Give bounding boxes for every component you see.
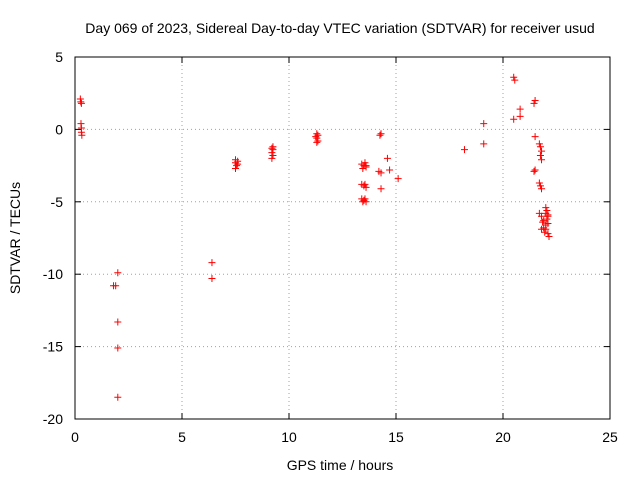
data-point xyxy=(530,167,538,175)
axis-ticks xyxy=(74,56,611,420)
chart-title: Day 069 of 2023, Sidereal Day-to-day VTE… xyxy=(85,20,594,36)
x-tick-label: 15 xyxy=(388,429,404,445)
data-point xyxy=(531,166,539,174)
x-tick-labels: 0 5 10 15 20 25 xyxy=(71,429,618,445)
data-point xyxy=(377,185,385,193)
y-tick-label: -10 xyxy=(43,266,63,282)
data-point xyxy=(541,228,549,236)
data-point xyxy=(536,143,544,151)
data-point xyxy=(538,156,546,164)
data-point xyxy=(538,212,546,220)
data-point xyxy=(531,96,539,104)
data-point xyxy=(535,140,543,148)
data-point xyxy=(516,112,524,120)
data-point xyxy=(535,179,543,187)
x-tick-label: 10 xyxy=(281,429,297,445)
data-point xyxy=(268,154,276,162)
data-point xyxy=(208,275,216,283)
grid xyxy=(75,57,610,419)
data-point xyxy=(77,98,85,106)
data-point xyxy=(480,140,488,148)
data-point xyxy=(536,182,544,190)
data-point xyxy=(543,206,551,214)
y-tick-label: 0 xyxy=(55,121,63,137)
data-point xyxy=(386,166,394,174)
data-point xyxy=(362,183,370,191)
data-point xyxy=(78,131,86,139)
data-point xyxy=(313,138,321,146)
data-point xyxy=(114,393,122,401)
x-tick-label: 20 xyxy=(495,429,511,445)
data-point xyxy=(114,269,122,277)
data-point xyxy=(539,218,547,226)
data-point xyxy=(359,164,367,172)
y-tick-label: -5 xyxy=(51,194,64,210)
x-tick-label: 5 xyxy=(178,429,186,445)
y-tick-label: -15 xyxy=(43,339,63,355)
x-axis-label: GPS time / hours xyxy=(287,457,394,473)
plot-frame xyxy=(74,56,611,420)
data-point xyxy=(362,163,370,171)
data-point xyxy=(545,233,553,241)
data-point xyxy=(516,105,524,113)
data-point xyxy=(540,224,548,232)
x-tick-label: 0 xyxy=(71,429,79,445)
data-point xyxy=(544,220,552,228)
data-points xyxy=(76,73,553,401)
y-tick-label: 5 xyxy=(55,49,63,65)
data-point xyxy=(114,318,122,326)
data-point xyxy=(530,99,538,107)
data-point xyxy=(208,259,216,267)
data-point xyxy=(361,180,369,188)
data-point xyxy=(359,198,367,206)
data-point xyxy=(480,120,488,128)
data-point xyxy=(377,169,385,177)
data-point xyxy=(361,159,369,167)
data-point xyxy=(531,133,539,141)
data-point xyxy=(544,230,552,238)
data-point xyxy=(269,151,277,159)
x-tick-label: 25 xyxy=(602,429,618,445)
y-tick-label: -20 xyxy=(43,411,63,427)
data-point xyxy=(314,137,322,145)
data-point xyxy=(540,217,548,225)
data-point xyxy=(376,131,384,139)
data-point xyxy=(394,175,402,183)
data-point xyxy=(312,133,320,141)
data-point xyxy=(383,154,391,162)
data-point xyxy=(510,73,518,81)
data-point xyxy=(544,212,552,220)
y-axis-label: SDTVAR / TECUs xyxy=(7,182,23,294)
data-point xyxy=(543,215,551,223)
data-point xyxy=(233,162,241,170)
data-point xyxy=(112,282,120,290)
data-point xyxy=(538,147,546,155)
data-point xyxy=(114,344,122,352)
data-point xyxy=(269,143,277,151)
y-tick-labels: 5 0 -5 -10 -15 -20 xyxy=(43,49,63,427)
data-point xyxy=(511,76,519,84)
data-point xyxy=(536,151,544,159)
data-point xyxy=(510,115,518,123)
data-point xyxy=(377,130,385,138)
data-point xyxy=(232,164,239,172)
data-point xyxy=(234,157,242,165)
data-point xyxy=(460,146,468,154)
data-point xyxy=(77,99,85,107)
data-point xyxy=(538,185,546,193)
